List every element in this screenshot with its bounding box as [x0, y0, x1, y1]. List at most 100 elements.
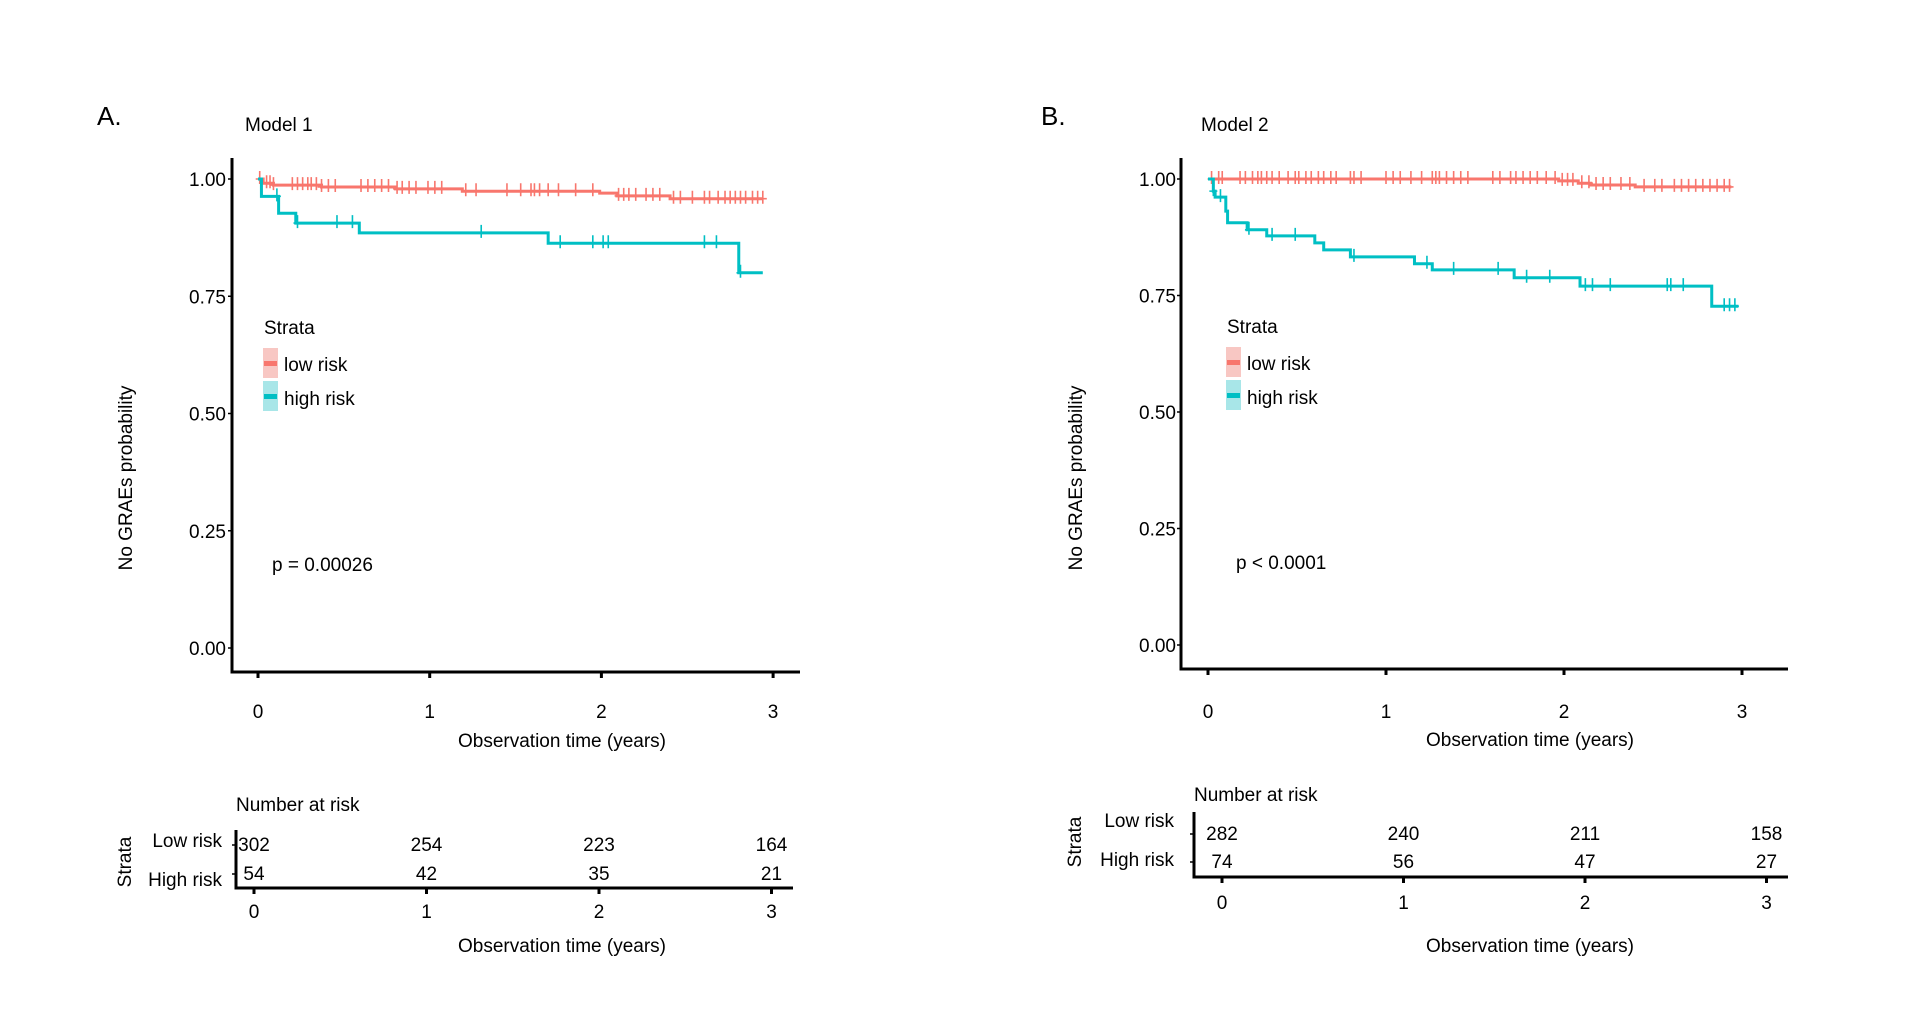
panel-b-x-tick-label: 1: [1381, 702, 1392, 723]
panel-a-risk-table-cell: 54: [243, 864, 265, 885]
panel-a-risk-table-strata-label: Strata: [115, 836, 136, 887]
panel-b-low-risk-censor-mark: [1332, 171, 1341, 184]
panel-b-risk-table-title: Number at risk: [1194, 785, 1318, 806]
panel-b-low-risk-censor-mark: [1519, 171, 1528, 184]
panel-a-low-risk-survival-curve: [258, 177, 763, 201]
panel-b-x-tick-label: 3: [1737, 702, 1748, 723]
panel-a-low-risk-censor-mark: [631, 187, 640, 201]
panel-b-risk-table-cell: 282: [1206, 824, 1238, 845]
panel-b-risk-table-x-tick-label: 2: [1580, 893, 1591, 914]
panel-b-low-risk-censor-mark: [1284, 171, 1293, 184]
panel-a-risk-table-x-tick-label: 3: [766, 902, 777, 923]
panel-a-legend-low-risk-swatch: [264, 361, 277, 366]
panel-a-y-axis-label: No GRAEs probability: [116, 385, 137, 570]
panel-a-risk-table-x-axis-label: Observation time (years): [458, 936, 666, 957]
panel-b: B. Model 2 No GRAEs probability 0.00 0.25…: [1041, 101, 1788, 957]
panel-a-low-risk-censor-mark: [317, 178, 326, 192]
panel-a-low-risk-censor-mark: [758, 190, 767, 204]
panel-a-plot-area: 0.00 0.25 0.50 0.75 1.00 0 1 2 3: [189, 158, 800, 723]
panel-b-plot-area: 0.00 0.25 0.50 0.75 1.00 0 1 2 3: [1139, 158, 1788, 723]
panel-a-low-risk-censor-mark: [642, 187, 651, 201]
panel-b-low-risk-censor-mark: [1526, 171, 1535, 184]
panel-a-low-risk-censor-mark: [554, 183, 563, 197]
panel-b-risk-table-x-tick-label: 0: [1217, 893, 1228, 914]
panel-b-high-risk-censor-mark: [1422, 255, 1431, 269]
panel-b-low-risk-censor-mark: [1268, 171, 1277, 184]
panel-a-high-risk-censor-mark: [588, 235, 597, 249]
panel-b-risk-table-cell: 158: [1751, 824, 1783, 845]
panel-a-low-risk-censor-mark: [714, 190, 723, 204]
panel-a-high-risk-censor-mark: [556, 235, 565, 249]
panel-b-high-risk-censor-mark: [1349, 248, 1358, 262]
panel-b-low-risk-censor-mark: [1241, 171, 1250, 184]
panel-b-risk-table-cell: 47: [1574, 852, 1595, 873]
panel-a-legend: Strata low risk high risk: [263, 318, 355, 411]
panel-a-low-risk-censor-mark: [377, 178, 386, 192]
panel-a-low-risk-censor-mark: [648, 187, 657, 201]
panel-a-high-risk-censor-mark: [348, 215, 357, 229]
panel-a-low-risk-censor-mark: [269, 177, 278, 191]
panel-a-low-risk-censor-mark: [502, 183, 511, 197]
panel-a-low-risk-censor-mark: [423, 180, 432, 194]
panel-b-legend-low-risk-swatch: [1227, 360, 1240, 365]
panel-a-high-risk-censor-mark: [736, 264, 745, 278]
panel-b-label: B.: [1041, 101, 1066, 131]
panel-b-low-risk-censor-mark: [1396, 171, 1405, 184]
panel-b-p-value: p < 0.0001: [1236, 553, 1326, 574]
panel-a-low-risk-censor-mark: [437, 180, 446, 194]
panel-b-low-risk-censor-mark: [1495, 171, 1504, 184]
panel-a-low-risk-censor-mark: [535, 183, 544, 197]
panel-b-low-risk-censor-mark: [1592, 177, 1601, 191]
panel-b-high-risk-censor-mark: [1244, 221, 1253, 235]
panel-a-x-tick-label: 1: [424, 702, 435, 723]
panel-b-low-risk-censor-mark: [1713, 178, 1722, 192]
panel-a-legend-title: Strata: [264, 318, 315, 339]
panel-a-risk-table-cell: 42: [416, 864, 437, 885]
panel-a-low-risk-censor-mark: [398, 180, 407, 194]
panel-a-low-risk-censor-mark: [516, 183, 525, 197]
panel-b-low-risk-censor-mark: [1568, 172, 1577, 186]
panel-a-p-value: p = 0.00026: [272, 555, 373, 576]
panel-b-risk-table-x-tick-label: 1: [1398, 893, 1409, 914]
panel-a-low-risk-censor-mark: [324, 178, 333, 192]
panel-a-risk-table-cell: 164: [756, 835, 788, 856]
panel-a-y-tick-label: 0.25: [189, 522, 226, 543]
panel-b-high-risk-censor-mark: [1545, 269, 1554, 283]
panel-a-x-axis-label: Observation time (years): [458, 731, 666, 752]
panel-b-low-risk-censor-mark: [1684, 178, 1693, 192]
panel-a-risk-row-label-low: Low risk: [152, 831, 222, 852]
panel-a-risk-table-cell: 35: [588, 864, 609, 885]
panel-a-high-risk-censor-mark: [700, 235, 709, 249]
panel-b-y-tick-label: 0.50: [1139, 403, 1176, 424]
panel-b-low-risk-censor-mark: [1218, 171, 1227, 184]
panel-a-low-risk-censor-mark: [461, 183, 470, 197]
panel-a-low-risk-censor-mark: [411, 180, 420, 194]
panel-b-low-risk-censor-mark: [1698, 178, 1707, 192]
panel-b-risk-table-cell: 211: [1570, 824, 1600, 845]
panel-a-risk-table: Number at risk Strata Low risk High risk…: [115, 795, 793, 957]
panel-a-label: A.: [97, 101, 122, 131]
panel-b-low-risk-censor-mark: [1406, 171, 1415, 184]
panel-a-y-tick-label: 1.00: [189, 170, 226, 191]
panel-b-risk-table: Number at risk Strata Low risk High risk…: [1065, 785, 1788, 957]
panel-b-low-risk-censor-mark: [1670, 178, 1679, 192]
panel-b-high-risk-censor-mark: [1588, 278, 1597, 292]
panel-b-low-risk-censor-mark: [1725, 178, 1734, 192]
panel-b-low-risk-censor-mark: [1442, 171, 1451, 184]
panel-b-low-risk-censor-mark: [1382, 171, 1390, 184]
panel-b-low-risk-censor-mark: [1584, 175, 1593, 189]
panel-a-risk-table-cell: 223: [583, 835, 615, 856]
panel-a-low-risk-censor-mark: [571, 183, 580, 197]
panel-a-low-risk-censor-mark: [312, 177, 321, 191]
panel-b-high-risk-survival-curve: [1208, 177, 1739, 308]
panel-a-low-risk-censor-mark: [370, 178, 379, 192]
panel-a-risk-table-title: Number at risk: [236, 795, 360, 816]
panel-b-risk-table-cell: 74: [1211, 852, 1233, 873]
panel-b-high-risk-censor-mark: [1606, 278, 1615, 292]
panel-b-low-risk-censor-mark: [1456, 171, 1465, 184]
panel-b-high-risk-censor-mark: [1291, 227, 1300, 241]
panel-a-legend-high-risk-swatch: [264, 394, 277, 399]
panel-a-high-risk-censor-mark: [712, 235, 721, 249]
panel-a-low-risk-censor-mark: [357, 178, 366, 192]
panel-a-y-tick-label: 0.50: [189, 405, 226, 426]
